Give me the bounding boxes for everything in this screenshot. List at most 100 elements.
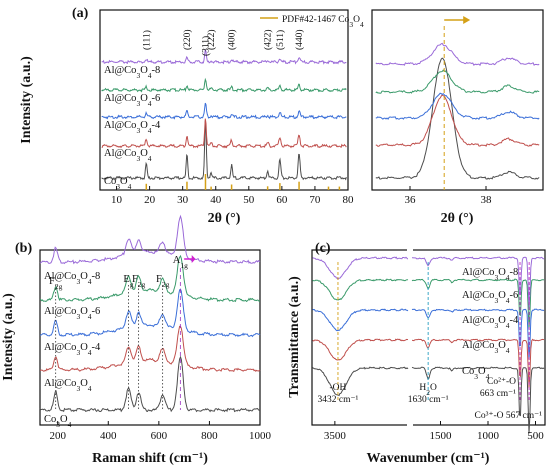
ftir-xtick-label: 1500 <box>430 430 453 442</box>
xrd-xtick-label: 60 <box>276 194 288 206</box>
ftir-xtick-label: 500 <box>527 430 544 442</box>
xrd-xlabel: 2θ (°) <box>208 211 241 226</box>
xrd-series-label: Al@Co3O4-8 <box>104 65 160 80</box>
raman-mode-label-part: F <box>49 276 55 287</box>
raman-series-label-part: 4 <box>88 348 92 357</box>
xrd-series-label-part: 3 <box>116 182 120 191</box>
xrd-series-line <box>101 77 347 93</box>
ftir-series-label-part: 4 <box>506 321 510 330</box>
ftir-series-label-part: Al@ <box>462 290 483 301</box>
ftir-co2-label: Co²⁺-O <box>487 377 516 387</box>
raman-mode-label: F2g <box>132 274 146 289</box>
raman-mode-label: Eg <box>123 274 133 289</box>
ftir-series-label-part: Al@ <box>462 267 483 278</box>
xrd-series-label-part: Co <box>124 93 136 104</box>
xrd-xtick-label: 40 <box>210 194 222 206</box>
xrd-xtick-label: 50 <box>243 194 255 206</box>
xrd-series-label-part: 4 <box>128 182 132 191</box>
xrd-xtick-label: 10 <box>111 194 123 206</box>
raman-mode-label-part: g <box>130 280 134 289</box>
raman-series-label-part: O <box>80 306 88 317</box>
ftir-series-label: Al@Co3O4-8 <box>462 267 518 282</box>
xrd-zoom-series-line <box>375 57 540 180</box>
xrd-xtick-label: 80 <box>343 194 355 206</box>
reference-legend-label-part: PDF#42-1467 Co <box>282 15 350 25</box>
xrd-hkl-label: (111) <box>141 30 152 50</box>
raman-xtick-label: 600 <box>151 430 168 442</box>
raman-series-label-part: 4 <box>88 384 92 393</box>
xrd-series-label-part: 3 <box>136 126 140 135</box>
xrd-series-label: Al@Co3O4-4 <box>104 120 161 135</box>
raman-series-label-part: Co <box>64 342 76 353</box>
raman-series-line <box>39 288 261 338</box>
xrd-hkl-label: (400) <box>227 29 238 50</box>
raman-series-label-part: Co <box>64 271 76 282</box>
xrd-xtick-label: 70 <box>309 194 321 206</box>
xrd-hkl-label: (311) <box>200 36 211 56</box>
ftir-series-label: Co3O4 <box>462 366 490 381</box>
ftir-oh-label: -OH <box>330 383 347 393</box>
raman-arrow-head <box>191 255 196 263</box>
ftir-series-label-part: O <box>498 290 506 301</box>
xrd-series-label: Al@Co3O4 <box>104 148 152 163</box>
raman-series-label-part: Al@ <box>44 342 65 353</box>
ftir-series-label-part: 3 <box>494 346 498 355</box>
ftir-series-label-part: Al@ <box>462 315 483 326</box>
ftir-h2o-wavenumber: 1630 cm⁻¹ <box>408 395 449 405</box>
reference-legend-label-part: 4 <box>360 20 364 29</box>
xrd-zoom-series-line <box>375 69 540 94</box>
ftir-series-line <box>412 338 545 389</box>
axis-break-top <box>407 248 413 252</box>
ftir-series-line <box>411 308 545 360</box>
xrd-series-label: Co3O4 <box>104 176 132 191</box>
ftir-ylabel: Transmittance (a.u.) <box>287 276 302 398</box>
raman-xtick-label: 400 <box>100 430 117 442</box>
raman-series-label: Co3O4 <box>44 414 72 429</box>
xrd-zoom-xtick-label: 36 <box>405 194 417 206</box>
ftir-xtick-label: 1000 <box>477 430 500 442</box>
ftir-co2-wavenumber: 663 cm⁻¹ <box>480 389 516 399</box>
ftir-xtick-label: 3500 <box>324 430 347 442</box>
raman-mode-label-part: 2g <box>162 280 170 289</box>
ftir-series-label-part: O <box>498 267 506 278</box>
raman-mode-label: F2g <box>49 276 63 291</box>
xrd-series-line <box>101 102 347 120</box>
xrd-hkl-label: (511) <box>275 30 286 50</box>
ftir-series-label-part: 4 <box>506 346 510 355</box>
ftir-series-line <box>312 278 409 301</box>
reference-legend-label-part: O <box>353 15 360 25</box>
ftir-series-label-part: -4 <box>510 315 519 326</box>
raman-mode-label-part: F <box>132 274 138 285</box>
raman-xlabel: Raman shift (cm⁻¹) <box>92 451 208 466</box>
ftir-series-label-part: 3 <box>494 273 498 282</box>
raman-series-label-part: Al@ <box>44 306 65 317</box>
xrd-series-label-part: Al@ <box>104 65 125 76</box>
xrd-series-label-part: 4 <box>148 99 152 108</box>
xrd-series-line <box>101 49 347 65</box>
ftir-co3-label: Co³⁺-O 567 cm⁻¹ <box>475 411 543 421</box>
ftir-oh-wavenumber: 3432 cm⁻¹ <box>318 395 359 405</box>
raman-mode-label: A1g <box>173 255 188 270</box>
raman-series-label-part: O <box>60 414 68 425</box>
raman-series-label-part: 3 <box>76 348 80 357</box>
raman-series-label-part: O <box>80 342 88 353</box>
ftir-series-label-part: Al@ <box>462 340 483 351</box>
xrd-hkl-label: (422) <box>263 29 274 50</box>
xrd-zoom-series-line <box>375 42 540 67</box>
xrd-series-line <box>101 118 347 149</box>
shift-arrow-head <box>463 16 471 24</box>
ftir-series-line <box>411 366 545 434</box>
ftir-series-label-part: O <box>498 340 506 351</box>
xrd-series-label-part: O <box>120 176 128 187</box>
raman-series-line <box>39 355 261 413</box>
raman-series-label-part: 4 <box>88 312 92 321</box>
xrd-series-label-part: Al@ <box>104 120 125 131</box>
raman-plot: Co3O4Al@Co3O4Al@Co3O4-4Al@Co3O4-6Al@Co3O… <box>39 214 272 442</box>
raman-series-label-part: 4 <box>68 420 72 429</box>
xrd-zoom-xlabel: 2θ (°) <box>441 211 474 226</box>
ftir-series-line <box>411 256 544 308</box>
ftir-series-label-part: Co <box>482 267 494 278</box>
ftir-series-label-part: O <box>478 366 486 377</box>
xrd-series-label-part: O <box>140 65 148 76</box>
